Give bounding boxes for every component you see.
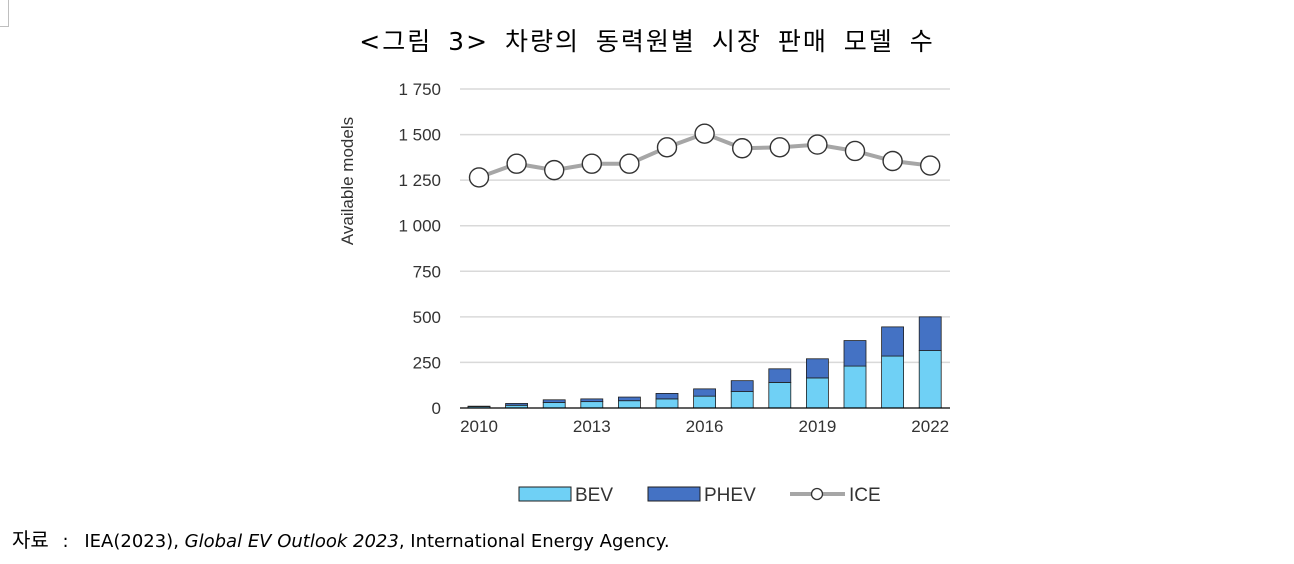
ice-point	[732, 138, 753, 159]
bars-layer	[467, 316, 942, 409]
y-tick-label: 1 250	[398, 171, 441, 190]
legend-phev-swatch	[647, 486, 701, 502]
ice-point	[882, 150, 903, 172]
source-note: 자료 : IEA(2023), Global EV Outlook 2023, …	[12, 524, 670, 553]
page-corner-mark	[0, 0, 9, 27]
bev-bar	[881, 355, 904, 409]
source-label: 자료	[12, 528, 49, 552]
source-agency: , International Energy Agency.	[398, 531, 670, 552]
bev-bar	[655, 398, 679, 409]
x-tick-label: 2022	[911, 417, 949, 436]
bev-bar	[768, 382, 792, 409]
ice-point	[468, 167, 490, 188]
legend-phev-label: PHEV	[704, 485, 756, 506]
legend-ice-marker	[810, 487, 824, 501]
y-tick-label: 1 000	[398, 217, 441, 236]
bev-bar	[806, 377, 829, 409]
phev-bar	[918, 316, 942, 351]
x-tick-label: 2013	[573, 417, 611, 436]
phev-bar	[618, 396, 641, 402]
phev-bar	[693, 388, 716, 397]
phev-bar	[505, 403, 529, 406]
x-tick-label: 2010	[460, 417, 498, 436]
ice-point	[920, 155, 941, 176]
phev-bar	[843, 340, 867, 367]
phev-bar	[542, 399, 566, 403]
legend-ice-label: ICE	[849, 485, 881, 506]
phev-bar	[655, 393, 679, 400]
ice-point	[694, 123, 715, 144]
x-tick-label: 2019	[798, 417, 836, 436]
bev-bar	[693, 395, 716, 409]
phev-bar	[881, 326, 904, 357]
legend: BEV PHEV ICE	[518, 485, 881, 506]
ice-point	[769, 137, 790, 158]
source-publisher: IEA(2023),	[84, 531, 179, 552]
ice-point	[619, 153, 640, 174]
phev-bar	[730, 380, 754, 392]
source-report-title: Global EV Outlook 2023	[184, 531, 399, 552]
phev-bar	[580, 398, 604, 403]
legend-bev-label: BEV	[575, 485, 613, 506]
phev-bar	[806, 358, 829, 379]
source-separator: :	[62, 531, 69, 552]
phev-bar	[768, 368, 792, 383]
bev-bar	[542, 402, 566, 409]
ice-point	[506, 153, 527, 174]
y-tick-label: 250	[413, 353, 441, 372]
ice-point	[844, 140, 866, 162]
ice-point	[656, 137, 678, 158]
ice-point	[581, 153, 602, 174]
y-axis-label: Available models	[338, 117, 357, 245]
y-tick-label: 750	[413, 262, 441, 281]
bev-bar	[843, 365, 867, 409]
ice-point	[544, 159, 565, 181]
bev-bar	[918, 350, 942, 409]
grid-layer	[460, 88, 950, 364]
bev-bar	[580, 401, 604, 409]
ice-point	[807, 134, 828, 155]
y-tick-label: 1 500	[398, 126, 441, 145]
y-tick-label: 1 750	[398, 80, 441, 99]
ice-line-layer	[468, 123, 941, 188]
axis-layer: 0 250 500 750 1 000 1 250 1 500 1 750 2010 2013 20…	[398, 80, 950, 436]
legend-bev-swatch	[518, 486, 572, 502]
x-tick-label: 2016	[686, 417, 724, 436]
figure-title: <그림 3> 차량의 동력원별 시장 판매 모델 수	[359, 27, 935, 56]
bev-bar	[618, 400, 641, 409]
y-tick-label: 0	[432, 399, 441, 418]
bev-bar	[730, 391, 754, 409]
y-tick-label: 500	[413, 308, 441, 327]
